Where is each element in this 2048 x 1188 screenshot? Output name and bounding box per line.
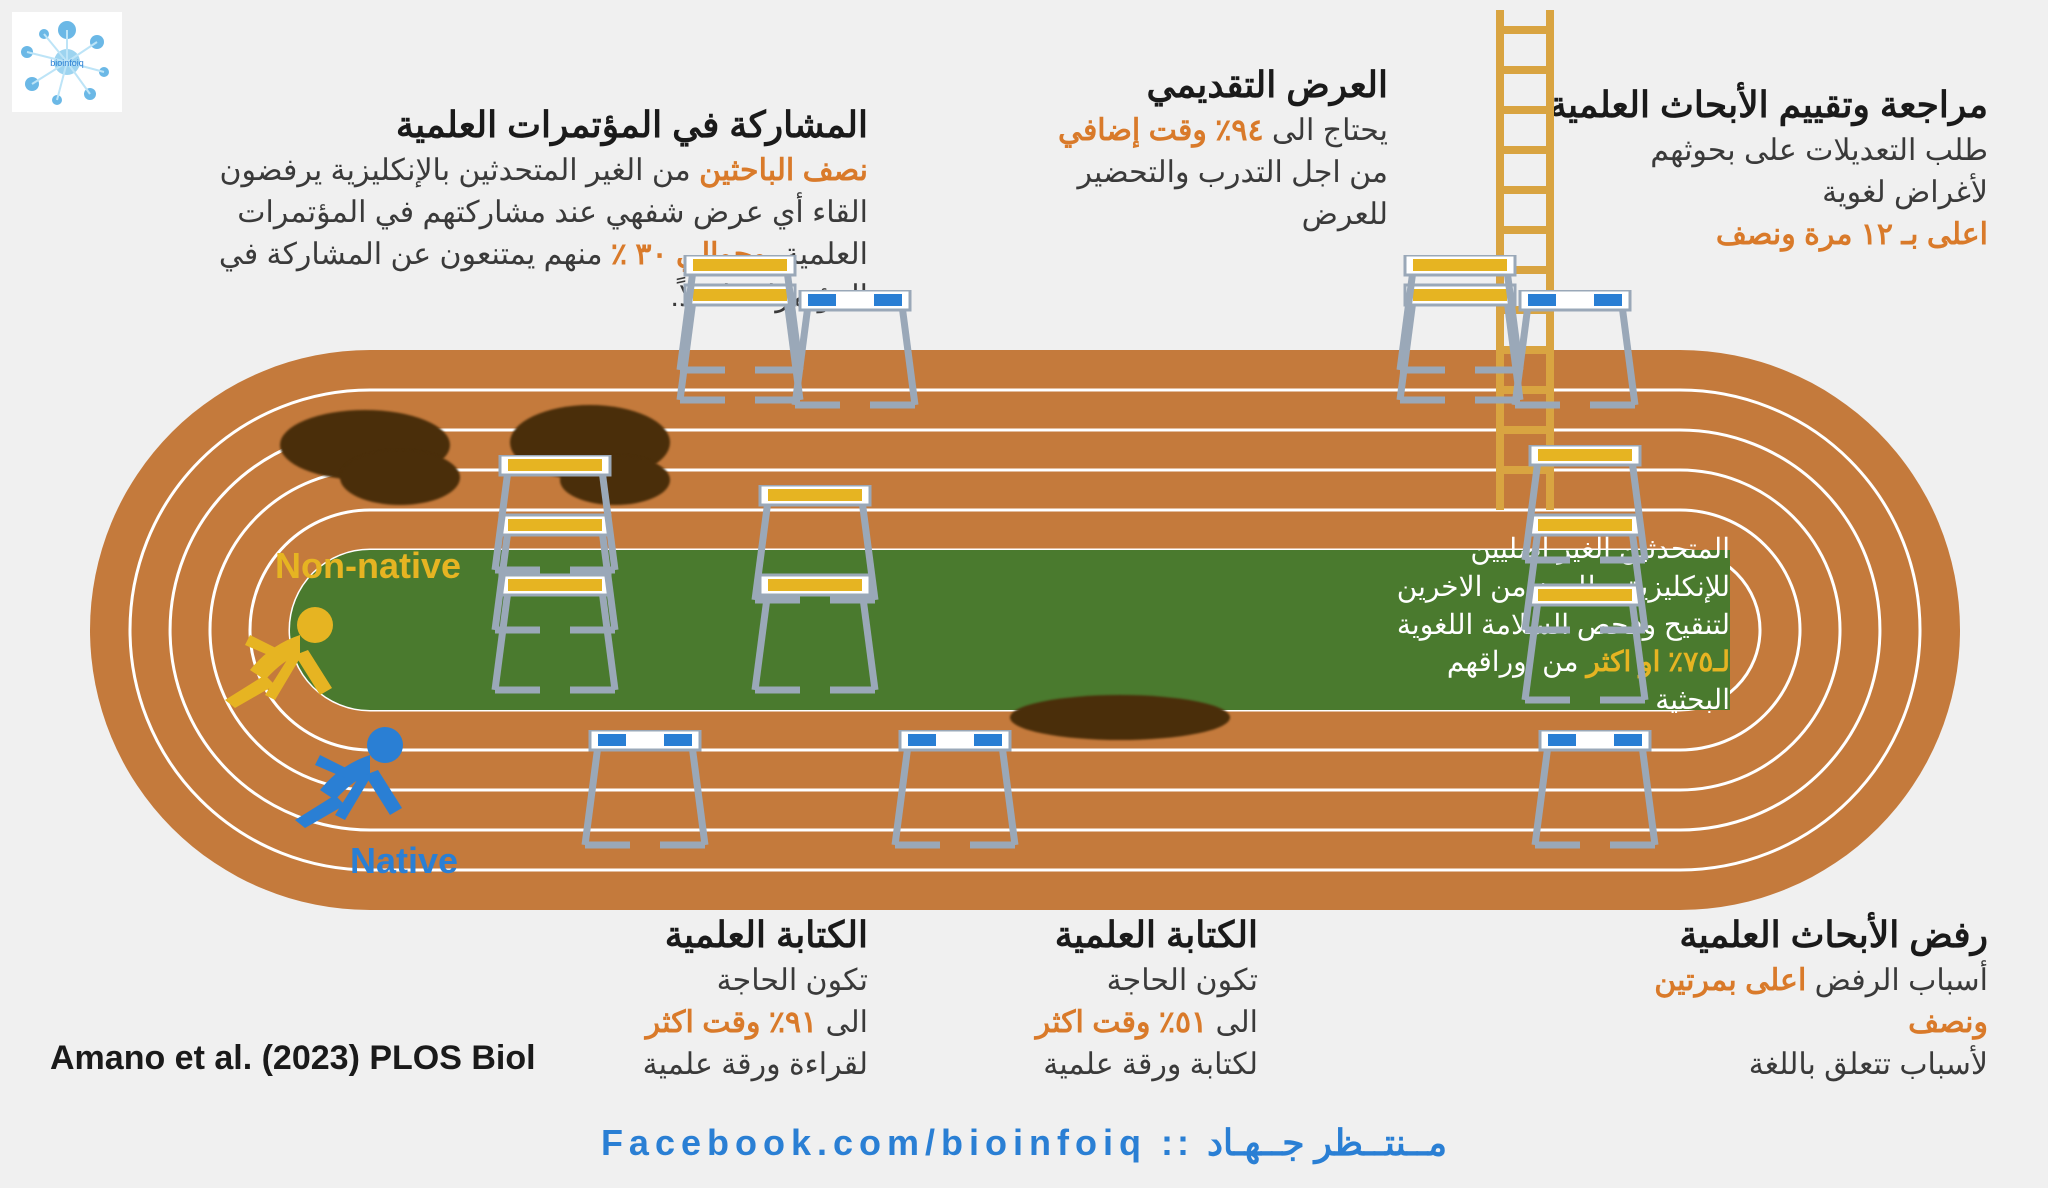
- reading-hl: ٩١٪ وقت اكثر: [646, 1006, 818, 1039]
- runner-nonnative: [210, 600, 350, 715]
- hurdle-nonnative-stack: [1510, 445, 1660, 710]
- presentation-pre: يحتاج الى: [1264, 114, 1388, 147]
- citation: Amano et al. (2023) PLOS Biol: [50, 1039, 536, 1078]
- writing-title: الكتابة العلمية: [938, 910, 1258, 960]
- block-reading: الكتابة العلمية تكون الحاجة الى ٩١٪ وقت …: [548, 910, 868, 1086]
- writing-hl: ٥١٪ وقت اكثر: [1036, 1006, 1208, 1039]
- presentation-title: العرض التقديمي: [1008, 60, 1388, 110]
- writing-l1: تكون الحاجة: [938, 960, 1258, 1002]
- presentation-line3: للعرض: [1008, 194, 1388, 236]
- hurdle-nonnative: [1390, 255, 1530, 410]
- label-native: Native: [350, 840, 458, 882]
- footer-url: Facebook.com/bioinfoiq: [601, 1122, 1147, 1163]
- hurdle-native: [580, 730, 710, 855]
- footer: Facebook.com/bioinfoiq :: مــنتــظر جــه…: [0, 1122, 2048, 1164]
- conference-l3b: منهم يمتنعون عن المشاركة في: [219, 238, 611, 271]
- footer-credit: مــنتــظر جــهـاد: [1207, 1122, 1447, 1163]
- reading-l2: الى ٩١٪ وقت اكثر: [548, 1002, 868, 1044]
- block-writing: الكتابة العلمية تكون الحاجة الى ٥١٪ وقت …: [938, 910, 1258, 1086]
- conference-mid1: من الغير المتحدثين بالإنكليزية يرفضون: [219, 154, 699, 187]
- review-title: مراجعة وتقييم الأبحاث العلمية: [1508, 80, 1988, 130]
- running-track: المتحدثين الغير اصليين للإنكليزية يطلبون…: [90, 350, 1960, 910]
- review-line2: لأغراض لغوية: [1508, 172, 1988, 214]
- rejection-line1: أسباب الرفض اعلى بمرتين ونصف: [1568, 960, 1988, 1044]
- mud-patch: [1010, 695, 1230, 740]
- writing-l3: لكتابة ورقة علمية: [938, 1044, 1258, 1086]
- block-presentation: العرض التقديمي يحتاج الى ٩٤٪ وقت إضافي م…: [1008, 60, 1388, 236]
- writing-l2: الى ٥١٪ وقت اكثر: [938, 1002, 1258, 1044]
- reading-title: الكتابة العلمية: [548, 910, 868, 960]
- label-nonnative: Non-native: [275, 545, 461, 587]
- review-highlight: اعلى بـ ١٢ مرة ونصف: [1508, 214, 1988, 256]
- mud-patch: [340, 450, 460, 505]
- reading-l1: تكون الحاجة: [548, 960, 868, 1002]
- footer-sep: ::: [1147, 1122, 1207, 1163]
- reading-pre: الى: [817, 1006, 868, 1039]
- runner-native: [280, 720, 420, 835]
- conference-line2: القاء أي عرض شفهي عند مشاركتهم في المؤتم…: [148, 192, 868, 234]
- hurdle-nonnative: [670, 255, 810, 410]
- presentation-line2: من اجل التدرب والتحضير: [1008, 152, 1388, 194]
- hurdle-native: [1530, 730, 1660, 855]
- rejection-pre: أسباب الرفض: [1806, 964, 1988, 997]
- hurdle-nonnative-stack: [740, 485, 890, 700]
- conference-line1: نصف الباحثين من الغير المتحدثين بالإنكلي…: [148, 150, 868, 192]
- reading-l3: لقراءة ورقة علمية: [548, 1044, 868, 1086]
- block-rejection: رفض الأبحاث العلمية أسباب الرفض اعلى بمر…: [1568, 910, 1988, 1086]
- hurdle-nonnative-stack: [480, 455, 630, 700]
- block-review: مراجعة وتقييم الأبحاث العلمية طلب التعدي…: [1508, 80, 1988, 256]
- logo: bioinfoiq: [12, 12, 122, 112]
- svg-text:bioinfoiq: bioinfoiq: [50, 58, 84, 68]
- conference-title: المشاركة في المؤتمرات العلمية: [148, 100, 868, 150]
- rejection-line2: لأسباب تتعلق باللغة: [1568, 1044, 1988, 1086]
- hurdle-native: [890, 730, 1020, 855]
- rejection-title: رفض الأبحاث العلمية: [1568, 910, 1988, 960]
- writing-pre: الى: [1207, 1006, 1258, 1039]
- presentation-line1: يحتاج الى ٩٤٪ وقت إضافي: [1008, 110, 1388, 152]
- presentation-hl: ٩٤٪ وقت إضافي: [1058, 114, 1264, 147]
- review-line1: طلب التعديلات على بحوثهم: [1508, 130, 1988, 172]
- conference-hl1: نصف الباحثين: [699, 154, 868, 187]
